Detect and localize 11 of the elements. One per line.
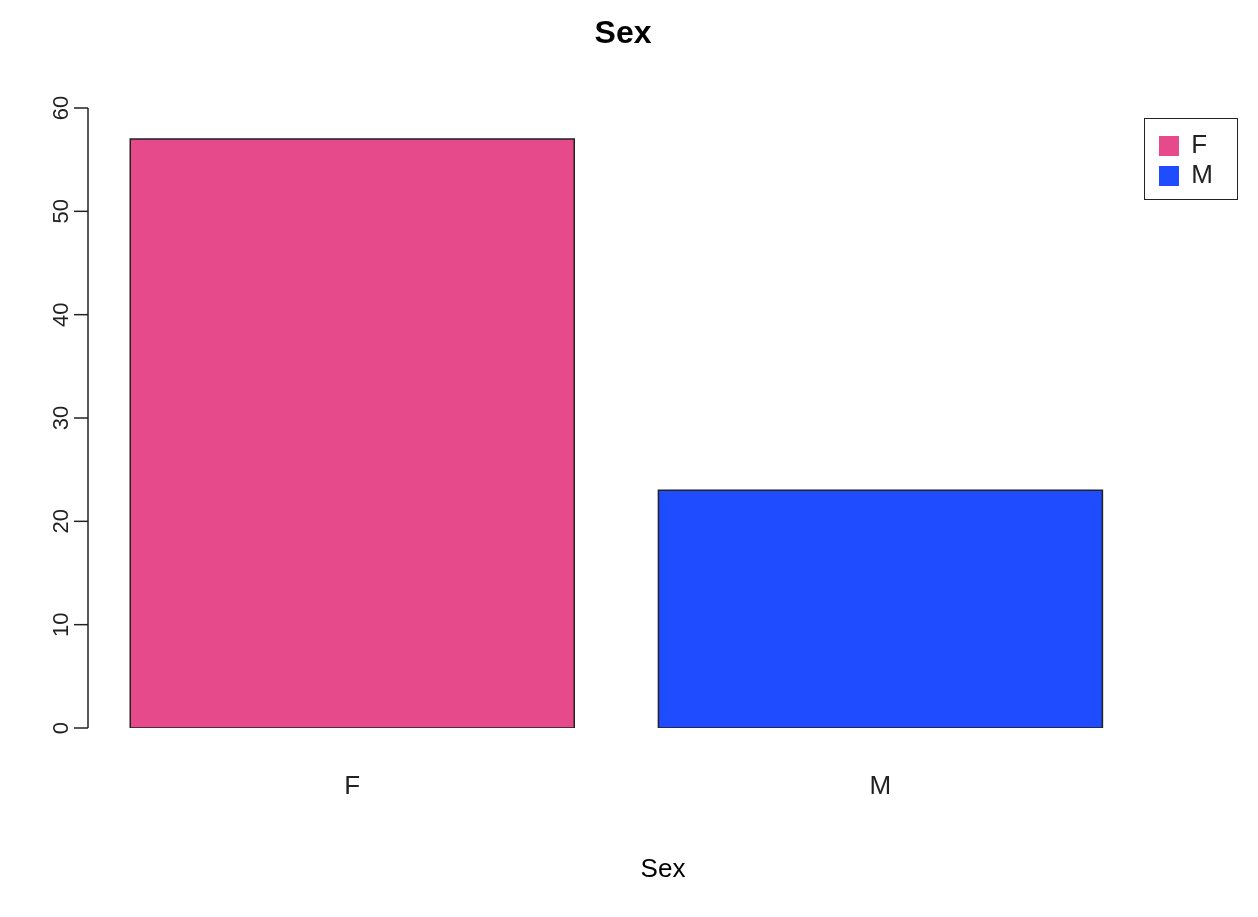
y-tick-label: 30 xyxy=(48,405,73,431)
legend-label: F xyxy=(1191,129,1208,159)
y-tick-label: 50 xyxy=(48,199,73,224)
y-tick-label: 0 xyxy=(48,721,73,735)
x-axis-title: Sex xyxy=(639,853,687,884)
chart-title: Sex xyxy=(593,14,653,51)
legend-label: M xyxy=(1191,159,1213,189)
y-tick-label: 20 xyxy=(48,509,73,534)
y-tick-label: 60 xyxy=(48,95,73,121)
y-tick-label: 10 xyxy=(48,612,73,637)
y-tick-label: 40 xyxy=(48,302,73,327)
